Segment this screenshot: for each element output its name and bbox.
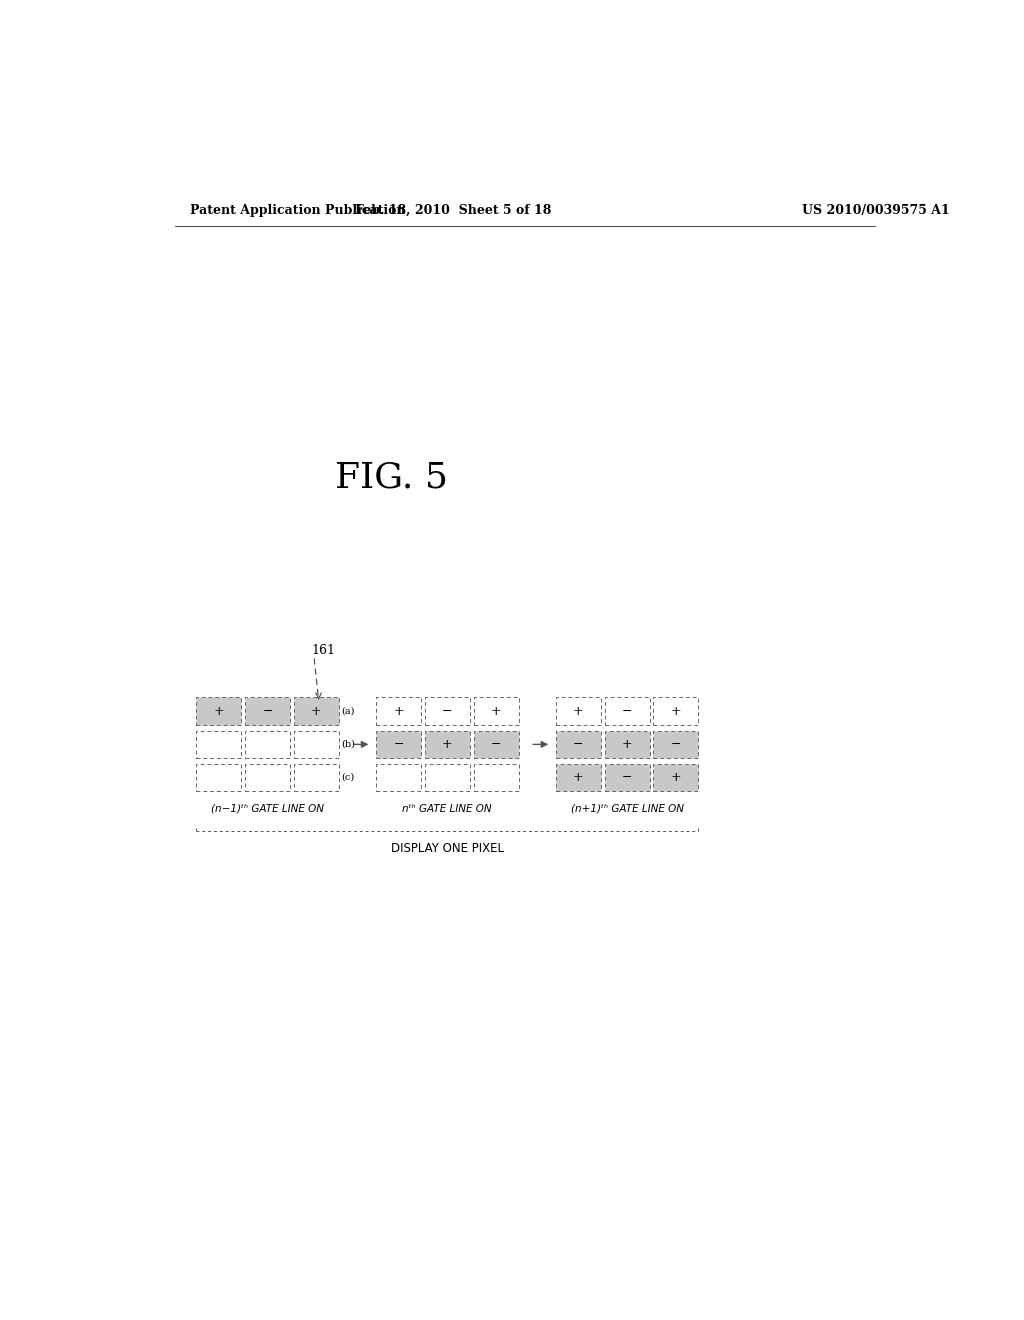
Text: +: + <box>311 705 322 718</box>
Text: DISPLAY ONE PIXEL: DISPLAY ONE PIXEL <box>391 842 504 855</box>
Text: −: − <box>622 705 633 718</box>
Bar <box>376 730 421 758</box>
Text: (b): (b) <box>341 741 355 748</box>
Bar <box>425 763 470 792</box>
Text: +: + <box>213 705 224 718</box>
Bar <box>294 763 339 792</box>
Bar <box>376 697 421 725</box>
Text: +: + <box>442 738 453 751</box>
Text: Feb. 18, 2010  Sheet 5 of 18: Feb. 18, 2010 Sheet 5 of 18 <box>355 205 552 218</box>
Bar <box>604 763 649 792</box>
Text: US 2010/0039575 A1: US 2010/0039575 A1 <box>802 205 950 218</box>
Text: (c): (c) <box>341 774 354 781</box>
Text: (n+1)ᵗʰ GATE LINE ON: (n+1)ᵗʰ GATE LINE ON <box>570 804 684 813</box>
Bar <box>197 730 241 758</box>
Bar <box>653 730 698 758</box>
Bar <box>294 697 339 725</box>
Bar <box>425 697 470 725</box>
Text: −: − <box>490 738 502 751</box>
Text: Patent Application Publication: Patent Application Publication <box>190 205 406 218</box>
Bar <box>604 730 649 758</box>
Bar <box>556 697 601 725</box>
Bar <box>197 697 241 725</box>
Bar <box>245 763 290 792</box>
Text: +: + <box>490 705 502 718</box>
Bar <box>474 697 518 725</box>
Text: −: − <box>573 738 584 751</box>
Bar <box>197 763 241 792</box>
Text: (a): (a) <box>341 706 354 715</box>
Bar <box>474 730 518 758</box>
Bar <box>245 697 290 725</box>
Text: −: − <box>393 738 403 751</box>
Text: 161: 161 <box>311 644 335 657</box>
Text: −: − <box>622 771 633 784</box>
Bar <box>653 763 698 792</box>
Bar <box>556 763 601 792</box>
Text: +: + <box>573 705 584 718</box>
Text: (n−1)ᵗʰ GATE LINE ON: (n−1)ᵗʰ GATE LINE ON <box>211 804 324 813</box>
Bar <box>376 763 421 792</box>
Bar <box>294 730 339 758</box>
Text: +: + <box>671 705 681 718</box>
Text: FIG. 5: FIG. 5 <box>335 461 449 495</box>
Bar <box>653 697 698 725</box>
Text: +: + <box>622 738 633 751</box>
Bar <box>556 730 601 758</box>
Text: −: − <box>671 738 681 751</box>
Text: −: − <box>262 705 272 718</box>
Bar <box>604 697 649 725</box>
Text: nᵗʰ GATE LINE ON: nᵗʰ GATE LINE ON <box>402 804 493 813</box>
Text: +: + <box>671 771 681 784</box>
Text: +: + <box>573 771 584 784</box>
Bar <box>425 730 470 758</box>
Bar <box>474 763 518 792</box>
Text: −: − <box>442 705 453 718</box>
Text: +: + <box>393 705 403 718</box>
Bar <box>245 730 290 758</box>
